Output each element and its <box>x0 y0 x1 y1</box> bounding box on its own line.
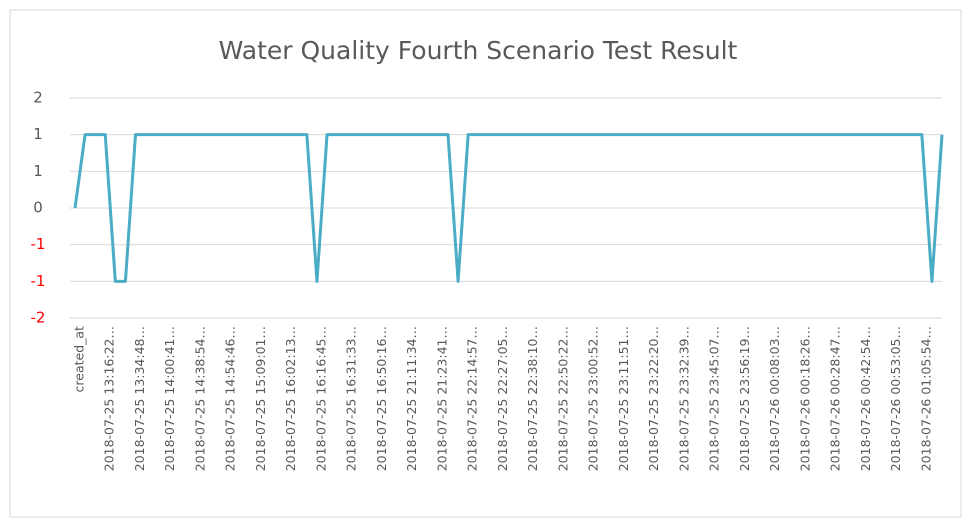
x-tick-label: 2018-07-25 23:00:52… <box>586 326 601 471</box>
x-tick-label: 2018-07-25 14:54:46… <box>223 326 238 471</box>
x-tick-label: 2018-07-25 22:50:22… <box>555 326 570 471</box>
x-tick-label: 2018-07-25 23:56:19… <box>737 326 752 471</box>
y-tick-label: 1 <box>33 125 43 143</box>
y-tick-label: -1 <box>31 272 46 290</box>
x-tick-label: 2018-07-25 16:50:16… <box>374 326 389 471</box>
y-tick-label: 0 <box>33 199 43 217</box>
chart-frame <box>9 9 962 518</box>
x-tick-label: 2018-07-25 23:11:51… <box>616 326 631 471</box>
x-tick-label: 2018-07-25 13:34:48… <box>132 326 147 471</box>
data-line <box>73 133 944 283</box>
x-tick-label: 2018-07-25 23:32:39… <box>676 326 691 471</box>
x-tick-label: 2018-07-25 16:31:33… <box>344 326 359 471</box>
x-tick-label: 2018-07-25 13:16:22… <box>102 326 117 471</box>
x-tick-label: 2018-07-25 15:09:01… <box>253 326 268 471</box>
x-tick-label: 2018-07-25 14:38:54… <box>192 326 207 471</box>
x-tick-label: 2018-07-25 21:23:41… <box>434 326 449 471</box>
x-tick-label: 2018-07-26 00:42:54… <box>858 326 873 471</box>
x-tick-label: 2018-07-25 22:14:57… <box>465 326 480 471</box>
y-tick-label: -1 <box>31 235 46 253</box>
x-tick-label: 2018-07-25 16:16:45… <box>313 326 328 471</box>
x-tick-label: 2018-07-25 16:02:13… <box>283 326 298 471</box>
y-tick-label: 2 <box>33 89 43 107</box>
x-tick-label: 2018-07-25 14:00:41… <box>162 326 177 471</box>
x-tick-label: 2018-07-25 21:11:34… <box>404 326 419 471</box>
x-tick-label: 2018-07-26 00:28:47… <box>828 326 843 471</box>
x-tick-label: created_at <box>72 326 87 393</box>
chart-title: Water Quality Fourth Scenario Test Resul… <box>219 36 738 65</box>
x-tick-label: 2018-07-26 00:08:03… <box>767 326 782 471</box>
x-tick-label: 2018-07-26 00:18:26… <box>797 326 812 471</box>
x-tick-label: 2018-07-25 23:22:20… <box>646 326 661 471</box>
x-tick-label: 2018-07-26 01:05:54… <box>918 326 933 471</box>
x-tick-label: 2018-07-25 22:27:05… <box>495 326 510 471</box>
y-tick-label: -2 <box>31 309 46 327</box>
y-tick-label: 1 <box>33 162 43 180</box>
x-tick-label: 2018-07-25 22:38:10… <box>525 326 540 471</box>
x-tick-label: 2018-07-25 23:45:07… <box>707 326 722 471</box>
x-tick-label: 2018-07-26 00:53:05… <box>888 326 903 471</box>
